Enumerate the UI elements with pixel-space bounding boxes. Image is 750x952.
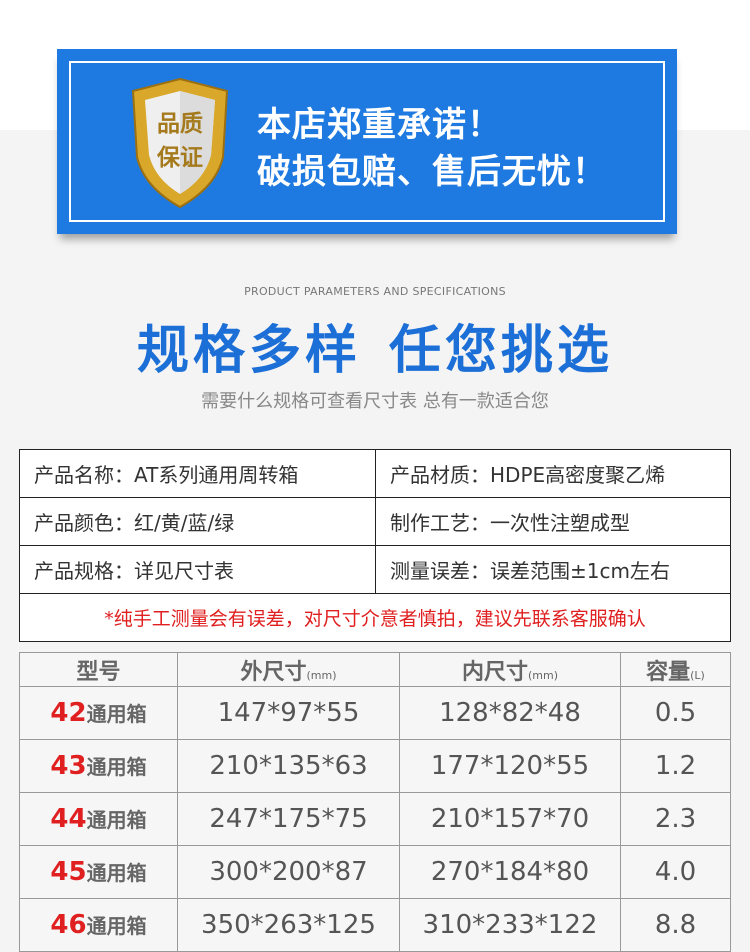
inner-size-cell: 310*233*122 xyxy=(399,898,621,952)
capacity-cell: 8.8 xyxy=(620,898,731,952)
shield-label: 品质 保证 xyxy=(151,107,209,175)
size-row: 44通用箱 247*175*75 210*157*70 2.3 xyxy=(19,792,731,846)
size-row: 42通用箱 147*97*55 128*82*48 0.5 xyxy=(19,686,731,740)
size-row: 46通用箱 350*263*125 310*233*122 8.8 xyxy=(19,898,731,952)
outer-size-cell: 350*263*125 xyxy=(177,898,400,952)
size-row: 43通用箱 210*135*63 177*120*55 1.2 xyxy=(19,739,731,793)
measurement-note: *纯手工测量会有误差，对尺寸介意者慎拍，建议先联系客服确认 xyxy=(19,593,731,642)
size-header-row: 型号 外尺寸(mm) 内尺寸(mm) 容量(L) xyxy=(19,652,731,687)
outer-size-cell: 300*200*87 xyxy=(177,845,400,899)
spec-cell: 产品名称：AT系列通用周转箱 xyxy=(19,449,376,498)
outer-size-cell: 147*97*55 xyxy=(177,686,400,740)
size-row: 45通用箱 300*200*87 270*184*80 4.0 xyxy=(19,845,731,899)
spec-cell: 制作工艺：一次性注塑成型 xyxy=(375,497,731,546)
promise-line-2: 破损包赔、售后无忧！ xyxy=(257,152,607,192)
shield-icon xyxy=(131,77,229,209)
inner-size-cell: 270*184*80 xyxy=(399,845,621,899)
model-cell: 46通用箱 xyxy=(19,898,178,952)
spec-row: 产品名称：AT系列通用周转箱 产品材质：HDPE高密度聚乙烯 xyxy=(19,449,731,498)
size-table: 型号 外尺寸(mm) 内尺寸(mm) 容量(L) 42通用箱 147*97*55… xyxy=(19,652,731,952)
section-description: 需要什么规格可查看尺寸表 总有一款适合您 xyxy=(201,391,549,412)
capacity-cell: 4.0 xyxy=(620,845,731,899)
inner-size-cell: 128*82*48 xyxy=(399,686,621,740)
section-title: 规格多样 任您挑选 xyxy=(0,308,750,383)
title-part-2: 任您挑选 xyxy=(389,321,614,381)
inner-size-cell: 210*157*70 xyxy=(399,792,621,846)
model-cell: 43通用箱 xyxy=(19,739,178,793)
guarantee-banner: 品质保证 本店郑重承诺！ 破损包赔、售后无忧！ xyxy=(57,49,677,234)
header-inner: 内尺寸(mm) xyxy=(399,652,621,687)
badge-line-2: 保证 xyxy=(157,145,203,171)
header-capacity: 容量(L) xyxy=(620,652,731,687)
inner-size-cell: 177*120*55 xyxy=(399,739,621,793)
banner-frame xyxy=(69,61,665,222)
model-cell: 44通用箱 xyxy=(19,792,178,846)
header-model: 型号 xyxy=(19,652,178,687)
outer-size-cell: 210*135*63 xyxy=(177,739,400,793)
spec-cell: 产品材质：HDPE高密度聚乙烯 xyxy=(375,449,731,498)
section-subtitle-en: PRODUCT PARAMETERS AND SPECIFICATIONS xyxy=(244,285,506,298)
title-part-1: 规格多样 xyxy=(136,321,361,381)
outer-size-cell: 247*175*75 xyxy=(177,792,400,846)
capacity-cell: 2.3 xyxy=(620,792,731,846)
promise-line-1: 本店郑重承诺！ xyxy=(257,105,502,145)
model-cell: 42通用箱 xyxy=(19,686,178,740)
badge-line-1: 品质 xyxy=(157,111,203,137)
spec-cell: 产品颜色：红/黄/蓝/绿 xyxy=(19,497,376,546)
spec-table: 产品名称：AT系列通用周转箱 产品材质：HDPE高密度聚乙烯 产品颜色：红/黄/蓝… xyxy=(19,449,731,642)
spec-cell: 产品规格：详见尺寸表 xyxy=(19,545,376,594)
capacity-cell: 0.5 xyxy=(620,686,731,740)
model-cell: 45通用箱 xyxy=(19,845,178,899)
spec-cell: 测量误差：误差范围±1cm左右 xyxy=(375,545,731,594)
spec-row: 产品颜色：红/黄/蓝/绿 制作工艺：一次性注塑成型 xyxy=(19,497,731,546)
spec-note-row: *纯手工测量会有误差，对尺寸介意者慎拍，建议先联系客服确认 xyxy=(19,593,731,642)
header-outer: 外尺寸(mm) xyxy=(177,652,400,687)
spec-row: 产品规格：详见尺寸表 测量误差：误差范围±1cm左右 xyxy=(19,545,731,594)
capacity-cell: 1.2 xyxy=(620,739,731,793)
